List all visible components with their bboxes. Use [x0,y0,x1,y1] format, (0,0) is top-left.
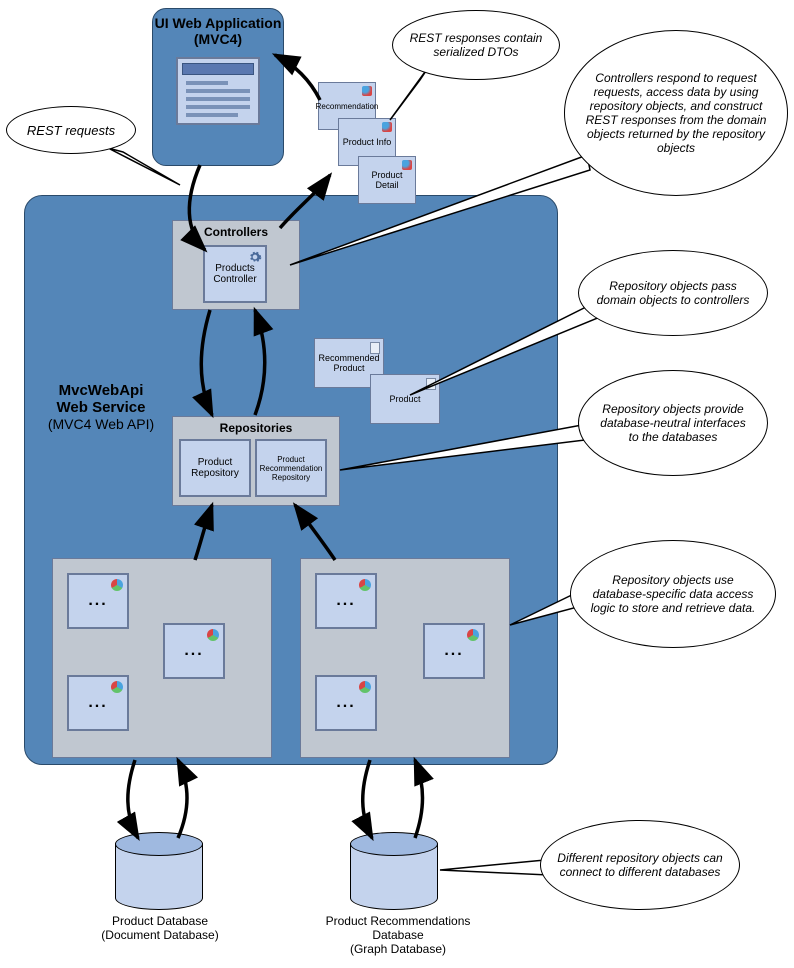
callout-dto-text: REST responses contain serialized DTOs [405,31,547,59]
callout-repo-pass: Repository objects pass domain objects t… [578,250,768,336]
callout-diff-repo-text: Different repository objects can connect… [557,851,723,879]
callout-repo-neutral-text: Repository objects provide database-neut… [595,402,751,444]
callout-rest-requests-text: REST requests [27,123,115,138]
callout-repo-neutral: Repository objects provide database-neut… [578,370,768,476]
callout-repo-pass-text: Repository objects pass domain objects t… [593,279,753,307]
callout-controllers-desc: Controllers respond to request requests,… [564,30,788,196]
callout-rest-requests: REST requests [6,106,136,154]
callout-repo-specific-text: Repository objects use database-specific… [587,573,759,615]
callout-diff-repo: Different repository objects can connect… [540,820,740,910]
callout-repo-specific: Repository objects use database-specific… [570,540,776,648]
callout-dto-responses: REST responses contain serialized DTOs [392,10,560,80]
callout-controllers-text: Controllers respond to request requests,… [579,71,773,155]
